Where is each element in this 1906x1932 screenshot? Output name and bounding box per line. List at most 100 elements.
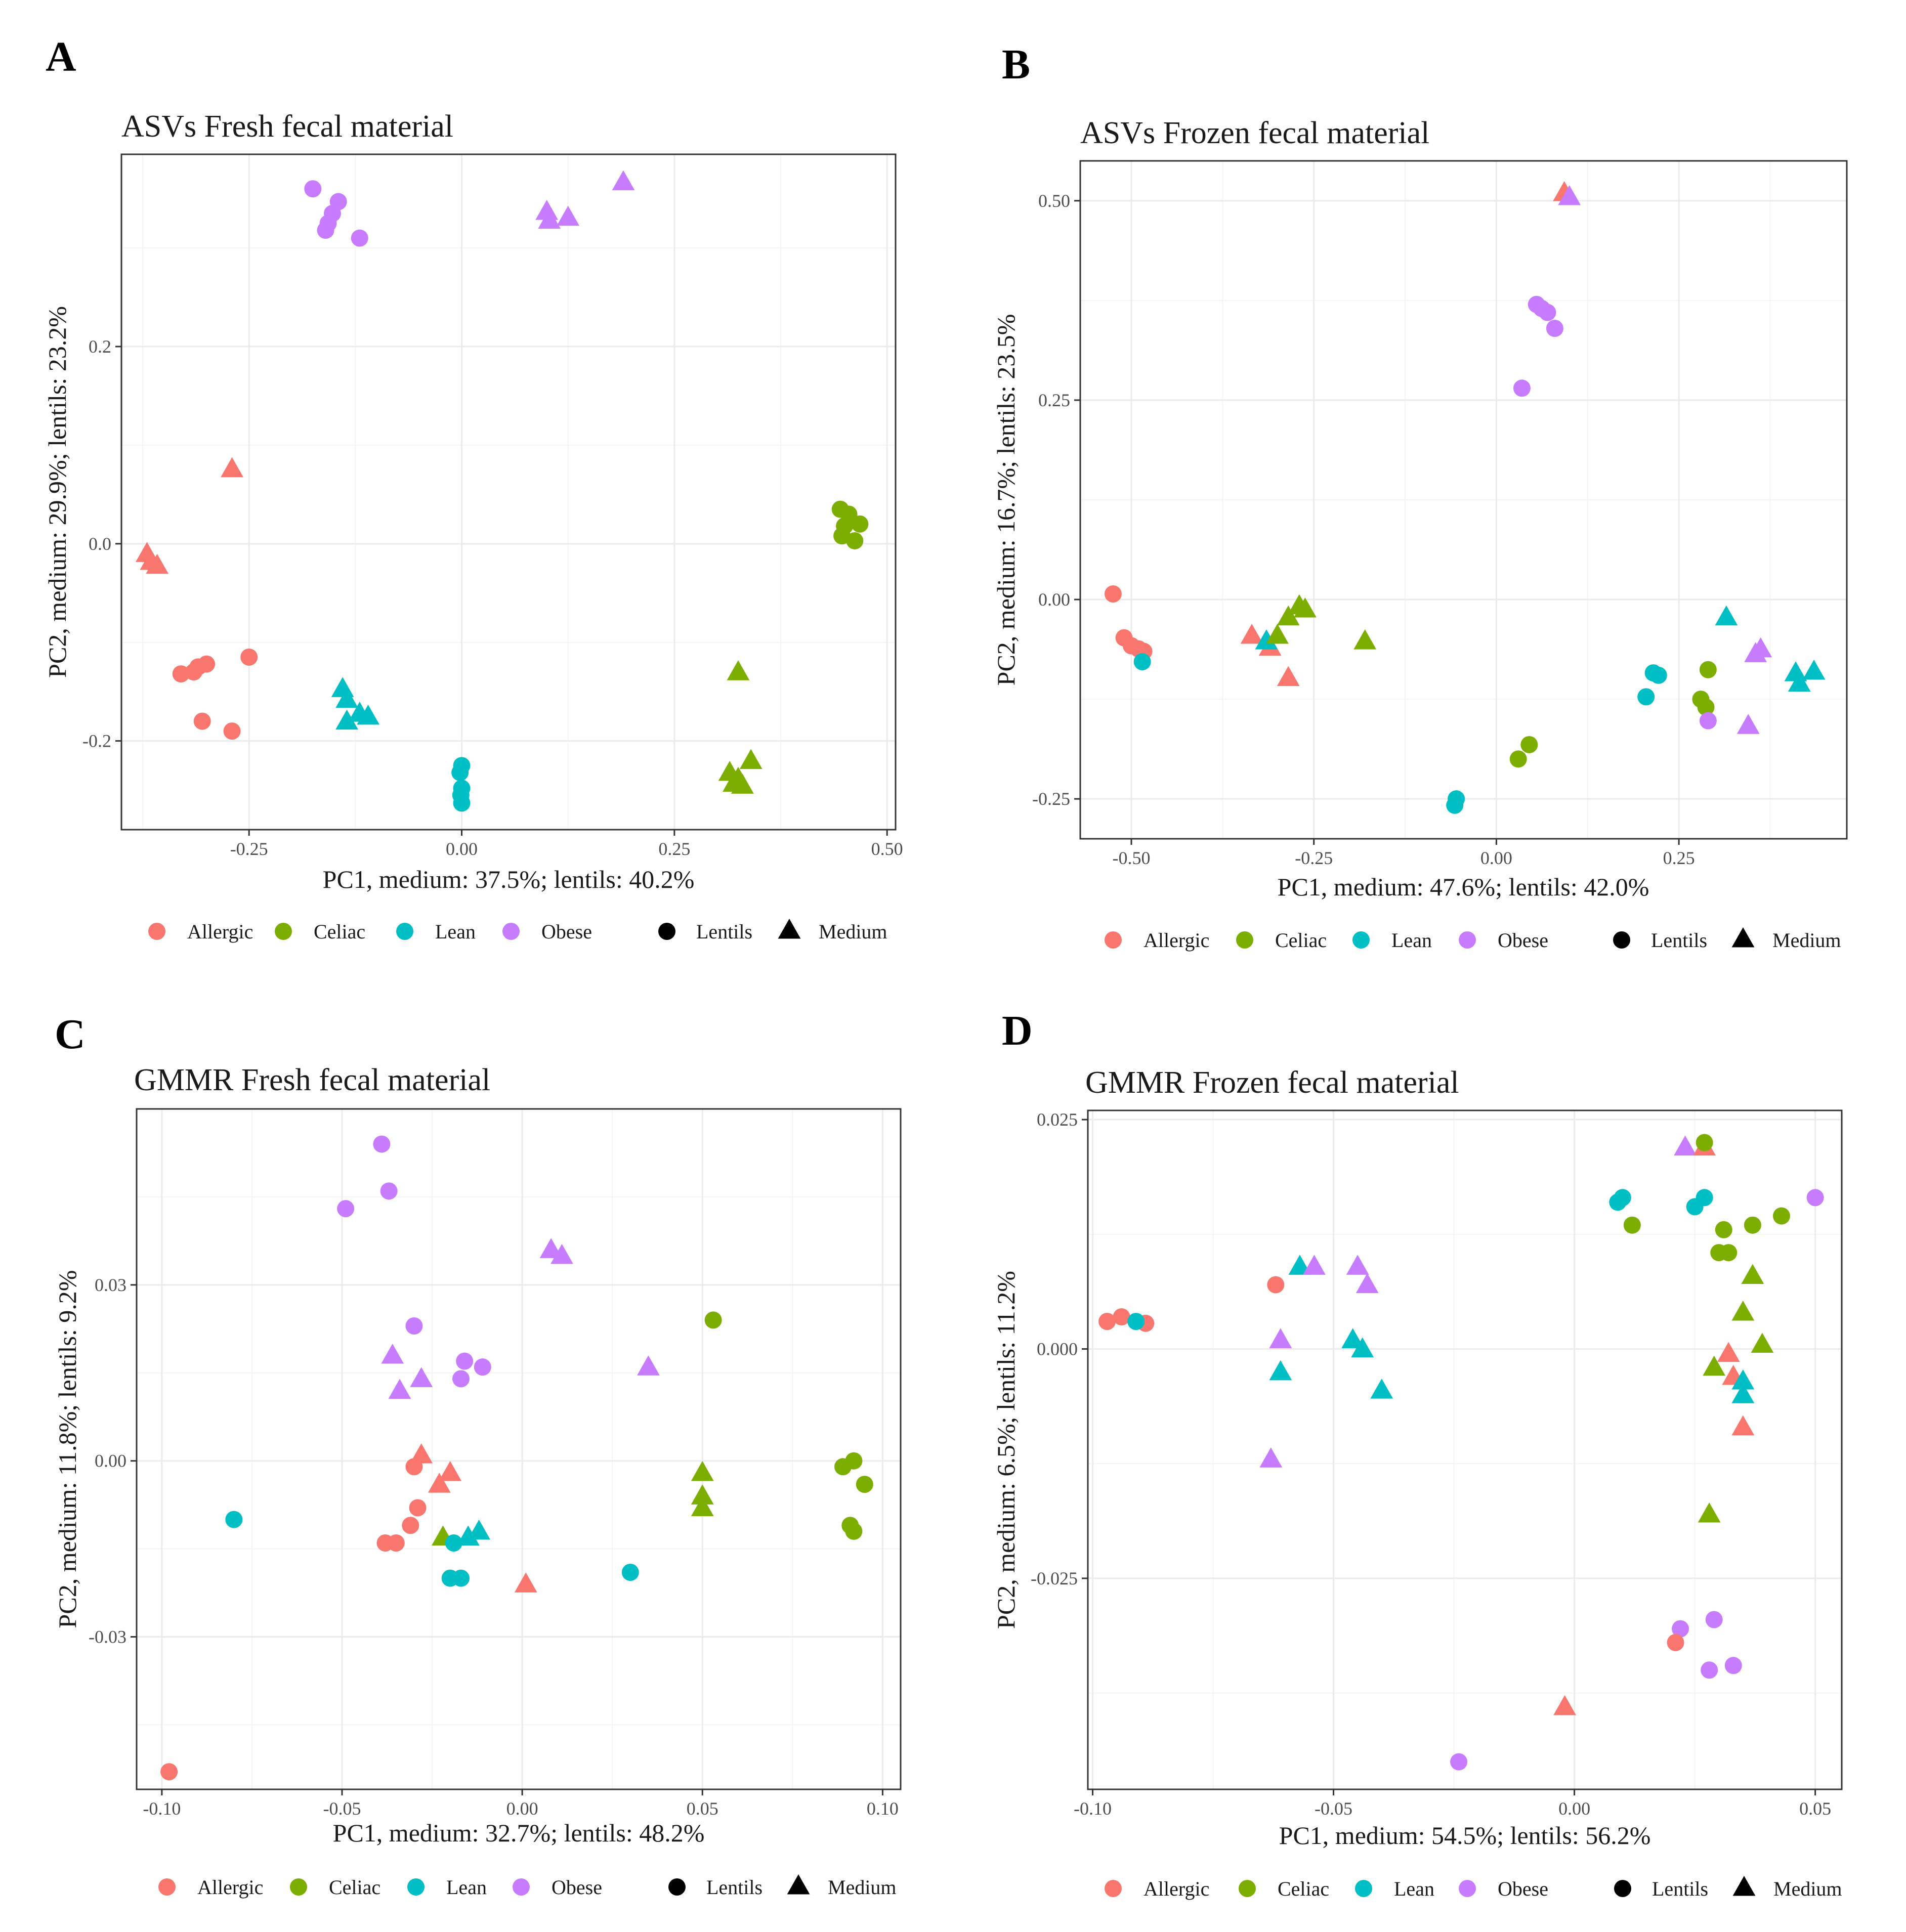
point-obese-medium [1736, 714, 1760, 734]
x-tick-label: 0.00 [506, 1798, 538, 1819]
point-lean-medium [1802, 659, 1826, 680]
legend-label-lean: Lean [1394, 1877, 1434, 1900]
point-allergic-lentils [1267, 1276, 1285, 1294]
point-lean-medium [1370, 1379, 1393, 1399]
point-celiac-medium [1741, 1264, 1764, 1284]
legend-key-obese [1459, 931, 1476, 949]
legend-key-celiac [1239, 1880, 1256, 1897]
point-allergic-medium [514, 1572, 537, 1593]
legend-label-lentils: Lentils [696, 920, 752, 943]
y-tick-label: 0.0 [89, 534, 111, 554]
point-allergic-lentils [1113, 1308, 1130, 1326]
x-tick-label: 0.05 [687, 1798, 718, 1819]
y-tick-label: -0.25 [1032, 789, 1070, 809]
point-obese-lentils [456, 1352, 474, 1370]
point-celiac-medium [691, 1496, 714, 1517]
legend-key-medium [1732, 1876, 1756, 1896]
legend-key-lentils [658, 923, 675, 940]
point-obese-lentils [317, 222, 334, 239]
point-obese-lentils [1672, 1620, 1689, 1638]
point-celiac-lentils [845, 1452, 863, 1470]
point-lean-lentils [1614, 1189, 1631, 1207]
point-obese-medium [557, 205, 580, 226]
x-tick-label: 0.00 [446, 839, 478, 859]
data-points [1104, 181, 1826, 814]
panel-d: D GMMR Frozen fecal material -0.10 -0.05 0.0… [992, 1007, 1843, 1900]
point-lean-lentils [225, 1511, 243, 1528]
point-allergic-lentils [198, 655, 216, 673]
x-tick-label: -0.05 [1315, 1798, 1352, 1819]
point-celiac-lentils [1697, 698, 1715, 716]
legend-label-obese: Obese [541, 920, 592, 943]
point-lean-lentils [451, 763, 469, 781]
point-lean-medium [1288, 1255, 1311, 1275]
point-obese-medium [388, 1379, 411, 1399]
legend-label-lentils: Lentils [1652, 1877, 1708, 1900]
legend-label-celiac: Celiac [1278, 1877, 1329, 1900]
legend-key-obese [513, 1878, 530, 1896]
x-tick-label: 0.25 [1663, 848, 1695, 868]
point-lean-lentils [453, 794, 471, 812]
legend-label-allergic: Allergic [187, 920, 253, 943]
panel-letter: A [46, 33, 76, 80]
point-obese-medium [637, 1355, 660, 1376]
legend-label-obese: Obese [1498, 929, 1548, 952]
point-obese-lentils [337, 1200, 355, 1218]
plot-background [137, 1109, 901, 1789]
legend-label-celiac: Celiac [1275, 929, 1327, 952]
point-obese-medium [550, 1243, 573, 1264]
point-obese-medium [1558, 185, 1581, 205]
point-allergic-medium [1277, 666, 1300, 686]
point-allergic-medium [428, 1473, 451, 1493]
y-tick-label: 0.00 [95, 1451, 126, 1471]
point-celiac-medium [1353, 629, 1377, 650]
panel-title: GMMR Frozen fecal material [1085, 1065, 1459, 1100]
point-obese-lentils [373, 1135, 391, 1153]
point-obese-lentils [351, 229, 368, 247]
point-celiac-medium [1698, 1502, 1721, 1523]
point-obese-lentils [304, 180, 322, 198]
point-lean-medium [1731, 1369, 1755, 1390]
legend-key-allergic [148, 923, 165, 940]
point-celiac-medium [691, 1484, 714, 1505]
point-allergic-lentils [405, 1458, 423, 1476]
point-celiac-lentils [856, 1476, 873, 1493]
point-obese-medium [1356, 1273, 1379, 1294]
legend: Allergic Celiac Lean Obese Lentils Medium [1105, 927, 1841, 952]
point-lean-lentils [1696, 1189, 1713, 1207]
x-tick-label: -0.10 [1074, 1798, 1112, 1819]
point-lean-medium [335, 688, 358, 708]
point-celiac-lentils [1720, 1244, 1738, 1262]
y-tick-label: 0.000 [1037, 1339, 1078, 1359]
y-tick-label: 0.025 [1037, 1109, 1078, 1130]
point-lean-medium [1351, 1337, 1374, 1358]
point-lean-medium [456, 1525, 480, 1545]
point-obese-lentils [1450, 1753, 1468, 1771]
legend-label-celiac: Celiac [314, 920, 365, 943]
point-obese-lentils [380, 1182, 398, 1200]
legend-key-medium [1731, 927, 1755, 948]
point-celiac-medium [1751, 1333, 1774, 1353]
point-lean-medium [1715, 605, 1738, 626]
panel-letter: C [55, 1011, 86, 1058]
point-allergic-medium [439, 1461, 462, 1481]
legend: Allergic Celiac Lean Obese Lentils Medium [158, 1874, 897, 1899]
point-celiac-lentils [851, 515, 869, 533]
point-obese-lentils [452, 1370, 470, 1388]
legend-key-celiac [290, 1878, 307, 1896]
point-lean-lentils [1649, 666, 1667, 684]
point-obese-lentils [1513, 379, 1531, 397]
panel-title: GMMR Fresh fecal material [134, 1063, 490, 1097]
panel-letter: B [1002, 41, 1030, 88]
x-axis-label: PC1, medium: 54.5%; lentils: 56.2% [1279, 1821, 1651, 1850]
legend-label-allergic: Allergic [1143, 1877, 1209, 1900]
point-celiac-lentils [1772, 1207, 1790, 1225]
point-obese-medium [1346, 1255, 1369, 1275]
point-celiac-medium [727, 660, 750, 680]
point-lean-medium [357, 704, 379, 725]
point-allergic-medium [1240, 624, 1263, 644]
y-tick-label: -0.025 [1031, 1568, 1078, 1588]
y-tick-label: 0.00 [1038, 589, 1070, 610]
x-tick-label: -0.50 [1113, 848, 1151, 868]
legend: Allergic Celiac Lean Obese Lentils Medium [148, 919, 887, 943]
